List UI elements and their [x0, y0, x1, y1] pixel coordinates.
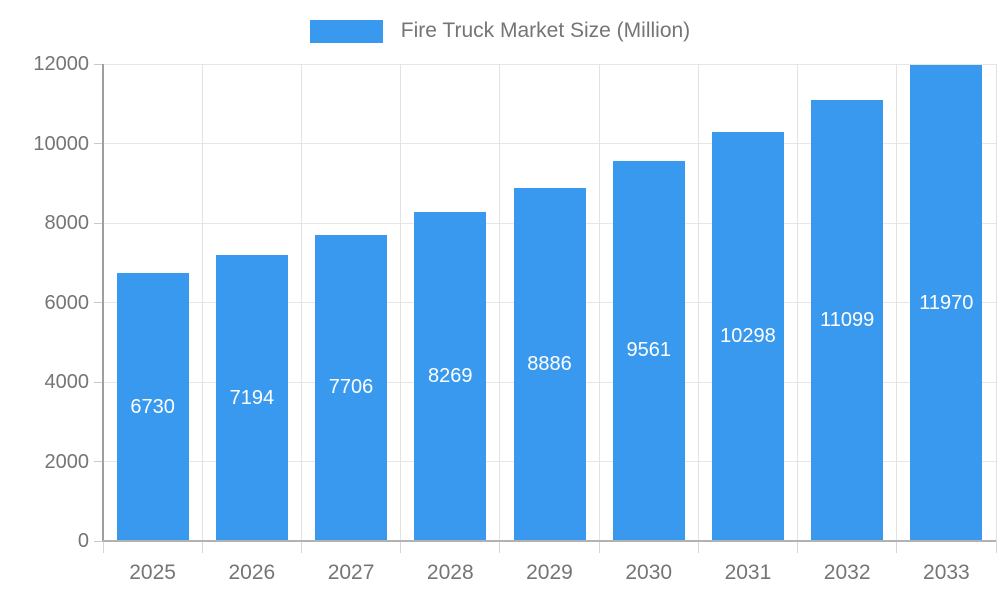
y-axis-tick-label: 2000 — [44, 450, 90, 473]
y-axis-tick — [94, 143, 103, 144]
x-axis-tick — [797, 541, 799, 553]
y-axis-line — [102, 64, 104, 541]
y-axis-tick — [94, 461, 103, 462]
legend-swatch — [309, 19, 383, 43]
bar-2030[interactable]: 9561 — [612, 160, 685, 541]
y-axis-tick-label: 4000 — [44, 371, 90, 393]
gridline-vertical — [697, 64, 699, 541]
bar-value-label: 9561 — [626, 339, 671, 362]
gridline-vertical — [797, 64, 799, 541]
x-axis-tick — [201, 541, 203, 553]
gridline-vertical — [201, 64, 203, 541]
x-axis-tick — [300, 541, 302, 553]
bar-value-label: 11099 — [820, 308, 875, 331]
x-axis-tick — [598, 541, 600, 553]
y-axis-tick — [94, 222, 103, 224]
y-axis-tick — [94, 381, 103, 383]
x-axis-category-label: 2033 — [923, 561, 970, 584]
bar-2032[interactable]: 11099 — [811, 99, 884, 541]
gridline-vertical — [896, 64, 898, 541]
x-axis-category-label: 2027 — [327, 561, 375, 584]
bar-value-label: 8269 — [428, 365, 473, 388]
x-axis-tick — [499, 541, 501, 553]
x-axis-category-label: 2032 — [823, 561, 871, 584]
bar-2028[interactable]: 8269 — [414, 212, 487, 541]
bar-2029[interactable]: 8886 — [513, 187, 586, 541]
y-axis-tick-label: 6000 — [44, 291, 90, 314]
x-axis-category-label: 2030 — [625, 561, 673, 584]
bar-value-label: 7194 — [229, 386, 275, 409]
bar-2025[interactable]: 6730 — [116, 273, 189, 541]
bar-value-label: 8886 — [527, 352, 572, 375]
legend-label: Fire Truck Market Size (Million) — [400, 19, 691, 42]
gridline-horizontal — [103, 143, 996, 144]
gridline-vertical — [598, 64, 600, 541]
gridline-vertical — [499, 64, 501, 541]
x-axis-tick — [896, 541, 898, 553]
legend[interactable]: Fire Truck Market Size (Million) — [0, 19, 1000, 43]
x-axis-category-label: 2031 — [724, 561, 772, 584]
bar-value-label: 10298 — [720, 324, 776, 347]
x-axis-line — [103, 540, 996, 542]
gridline-vertical — [400, 64, 402, 541]
x-axis-tick — [995, 541, 997, 553]
plot-area: 0 2000 4000 6000 8000 10000 12000 6730 7194 7706 8… — [33, 53, 997, 584]
y-axis-tick-label: 0 — [77, 530, 89, 552]
x-axis-category-label: 2029 — [526, 561, 573, 584]
bar-value-label: 11970 — [919, 291, 974, 314]
y-axis-tick-label: 10000 — [33, 132, 89, 155]
bar-2033[interactable]: 11970 — [910, 65, 983, 541]
y-axis-tick — [94, 540, 103, 542]
x-axis-tick — [102, 541, 104, 553]
bar-2026[interactable]: 7194 — [215, 255, 288, 541]
bar-2031[interactable]: 10298 — [711, 131, 784, 541]
x-axis-category-label: 2025 — [129, 561, 176, 584]
bar-2027[interactable]: 7706 — [315, 234, 388, 541]
y-axis-tick-label: 12000 — [33, 53, 89, 75]
y-axis-tick — [94, 302, 103, 303]
bar-value-label: 6730 — [130, 395, 175, 418]
x-axis-category-label: 2026 — [228, 561, 276, 584]
y-axis-tick — [94, 63, 103, 65]
gridline-vertical — [300, 64, 302, 541]
x-axis-tick — [400, 541, 402, 553]
bar-value-label: 7706 — [328, 376, 374, 399]
gridline-vertical — [995, 64, 997, 541]
x-axis-tick — [697, 541, 699, 553]
x-axis-category-label: 2028 — [426, 561, 474, 584]
gridline-horizontal — [103, 63, 996, 65]
y-axis-tick-label: 8000 — [44, 212, 90, 234]
